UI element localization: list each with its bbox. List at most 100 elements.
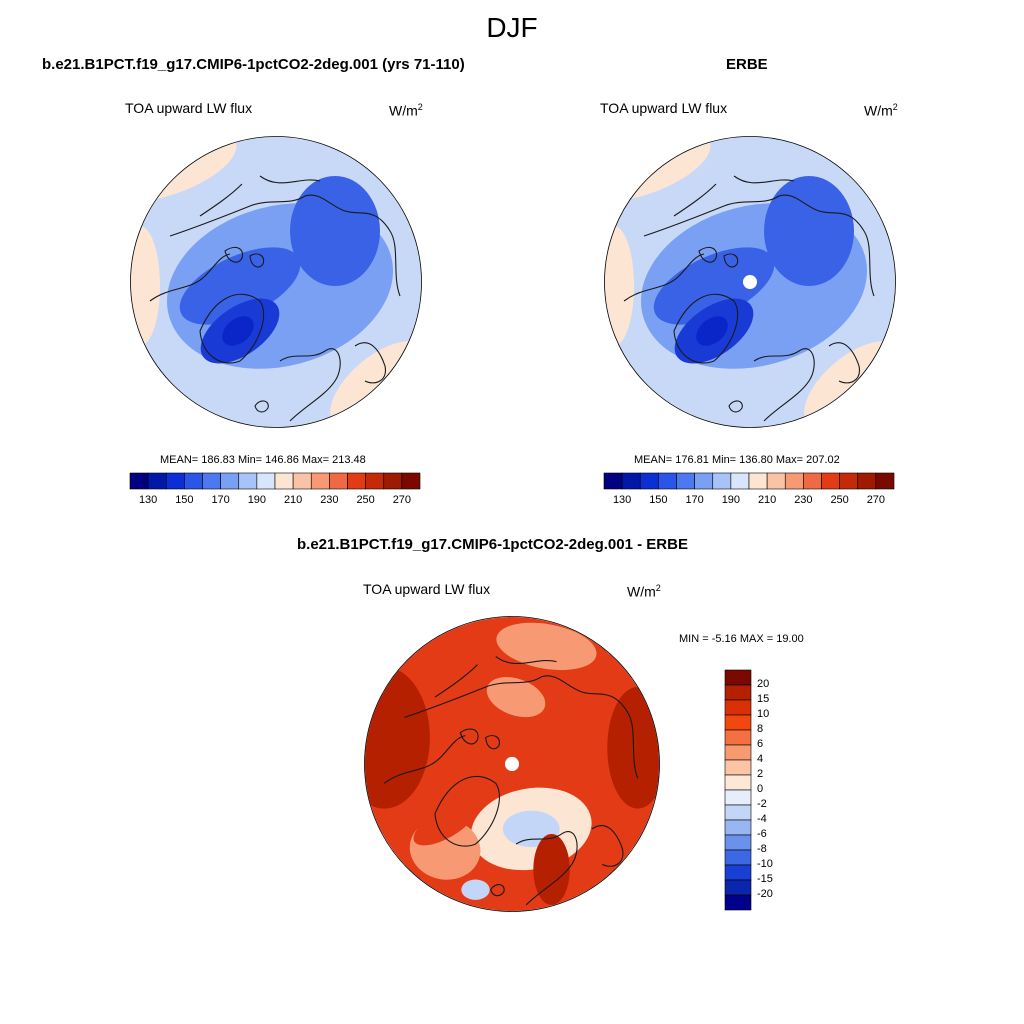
colorbar-tick-label: 6 xyxy=(757,738,764,750)
colorbar-box xyxy=(839,472,859,490)
colorbar-box xyxy=(621,472,641,490)
panel1-title: b.e21.B1PCT.f19_g17.CMIP6-1pctCO2-2deg.0… xyxy=(42,56,465,73)
panel2-units: W/m2 xyxy=(864,102,898,119)
colorbar-box xyxy=(875,472,895,490)
coastline xyxy=(673,175,795,217)
colorbar-box xyxy=(724,789,752,806)
coastline xyxy=(459,728,479,745)
colorbar-box xyxy=(724,729,752,746)
lowest-flux-core xyxy=(222,316,254,346)
coastline xyxy=(199,175,321,217)
colorbar-box xyxy=(724,684,752,701)
colorbar-box xyxy=(724,774,752,791)
colorbar-tick-label: -2 xyxy=(757,798,767,810)
colorbar-box xyxy=(639,472,659,490)
low-flux-region xyxy=(179,247,301,325)
negative-difference xyxy=(461,879,490,900)
large-positive-difference xyxy=(533,833,570,905)
small-positive-difference xyxy=(496,622,597,671)
coastline xyxy=(591,825,624,867)
colorbar-box xyxy=(724,744,752,761)
colorbar-tick-label: 2 xyxy=(757,768,764,780)
warm-flux-region xyxy=(131,226,160,346)
panel2-variable: TOA upward LW flux xyxy=(600,100,728,116)
panel3-units: W/m2 xyxy=(627,583,661,600)
colorbar-tick-label: 10 xyxy=(757,708,770,720)
low-flux-region xyxy=(764,176,854,286)
map-boundary xyxy=(604,136,896,428)
colorbar-box xyxy=(401,472,421,490)
panel3-variable: TOA upward LW flux xyxy=(363,581,491,597)
colorbar-box xyxy=(347,472,366,490)
coastline xyxy=(383,735,466,784)
panel2-title: ERBE xyxy=(726,56,768,73)
colorbar-box xyxy=(165,472,185,490)
colorbar-box xyxy=(784,472,804,490)
colorbar-box xyxy=(292,472,312,490)
colorbar-box xyxy=(724,879,752,896)
colorbar-tick-label: 210 xyxy=(757,494,777,506)
colorbar-box xyxy=(676,472,695,490)
figure-title: DJF xyxy=(486,12,538,43)
colorbar-tick-label: -15 xyxy=(757,873,773,885)
colorbar-box xyxy=(365,472,385,490)
colorbar-box xyxy=(730,472,750,490)
coastline xyxy=(169,194,401,297)
colorbar-box xyxy=(803,472,822,490)
colorbar-box xyxy=(220,472,240,490)
panel1-variable: TOA upward LW flux xyxy=(125,100,253,116)
colorbar-tick-label: 150 xyxy=(649,494,668,506)
coastline xyxy=(485,735,501,750)
low-flux-region xyxy=(290,176,380,286)
panel2-stats: MEAN= 176.81 Min= 136.80 Max= 207.02 xyxy=(634,454,840,466)
colorbar-tick-label: -8 xyxy=(757,843,767,855)
panel1-stats: MEAN= 186.83 Min= 146.86 Max= 213.48 xyxy=(160,454,366,466)
coastline xyxy=(434,656,557,698)
colorbar-tick-label: 190 xyxy=(247,494,267,506)
colorbar-tick-label: 230 xyxy=(320,494,339,506)
colorbar-box xyxy=(724,699,752,716)
coastline xyxy=(149,253,231,302)
colorbar-box xyxy=(256,472,276,490)
colorbar-box xyxy=(724,714,752,731)
colorbar-box xyxy=(857,472,877,490)
colorbar-tick-label: 130 xyxy=(612,494,632,506)
colorbar-tick-label: 0 xyxy=(757,783,764,795)
coastline xyxy=(623,253,705,302)
colorbar-box xyxy=(821,472,840,490)
coastline xyxy=(828,342,860,384)
colorbar-box xyxy=(274,472,294,490)
colorbar-box xyxy=(724,759,752,776)
colorbar-box xyxy=(724,894,752,911)
colorbar-box xyxy=(694,472,714,490)
coastline xyxy=(254,400,269,413)
colorbar-tick-label: 130 xyxy=(138,494,158,506)
coastline xyxy=(404,675,639,779)
colorbar-box xyxy=(712,472,732,490)
colorbar-box xyxy=(724,834,752,851)
colorbar-box xyxy=(724,804,752,821)
colorbar-box xyxy=(603,472,623,490)
map-boundary xyxy=(364,616,660,912)
colorbar-tick-label: 270 xyxy=(392,494,412,506)
colorbar-tick-label: 270 xyxy=(866,494,886,506)
low-flux-region xyxy=(653,247,775,325)
panel1-units: W/m2 xyxy=(389,102,423,119)
positive-difference-region xyxy=(413,802,477,846)
colorbar-tick-label: -10 xyxy=(757,858,773,870)
colorbar-box xyxy=(129,472,149,490)
panel3-colorbar xyxy=(724,669,752,911)
coastline xyxy=(279,348,341,422)
colorbar-box xyxy=(724,669,752,686)
coastline xyxy=(515,831,578,906)
colorbar-tick-label: 15 xyxy=(757,693,770,705)
colorbar-tick-label: 170 xyxy=(211,494,230,506)
panel1-colorbar xyxy=(129,472,421,490)
coastline xyxy=(723,253,739,268)
colorbar-box xyxy=(748,472,768,490)
colorbar-box xyxy=(724,819,752,836)
colorbar-tick-label: -4 xyxy=(757,813,767,825)
panel2-polar-map xyxy=(604,136,896,428)
colorbar-tick-label: 210 xyxy=(283,494,303,506)
colorbar-tick-label: 250 xyxy=(830,494,849,506)
